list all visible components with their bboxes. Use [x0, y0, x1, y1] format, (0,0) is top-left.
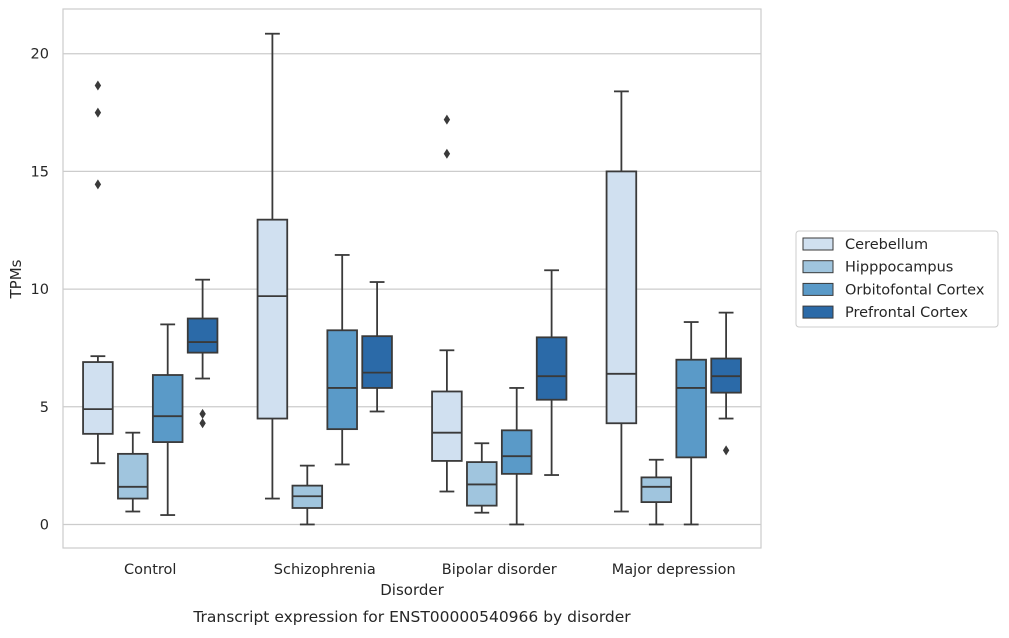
legend-swatch: [802, 237, 834, 251]
box-series: [82, 32, 742, 526]
box-group: [256, 32, 289, 500]
box-group: [640, 458, 673, 526]
outlier-point: [199, 408, 206, 419]
box-body: [675, 358, 707, 459]
outlier-point: [94, 107, 102, 118]
legend-label: Hipppocampus: [845, 260, 953, 276]
box-group: [117, 431, 149, 513]
legend-label: Orbitofontal Cortex: [845, 282, 985, 298]
outlier-point: [443, 114, 451, 125]
chart-caption: Transcript expression for ENST0000054096…: [192, 608, 631, 626]
y-tick-label: 0: [40, 517, 49, 533]
box-body: [186, 317, 219, 354]
legend-swatch: [802, 260, 834, 274]
box-body: [361, 335, 393, 389]
box-group: [291, 464, 324, 526]
x-axis-ticks: Control Schizophrenia Bipolar disorder Majo…: [124, 562, 736, 578]
box-body: [82, 361, 114, 435]
box-body: [535, 336, 568, 401]
box-group: [361, 281, 393, 413]
y-tick-label: 5: [40, 400, 49, 416]
box-body: [431, 390, 463, 462]
box-body: [640, 476, 673, 504]
box-body: [151, 374, 184, 443]
y-tick-label: 20: [31, 47, 49, 63]
box-group: [675, 321, 707, 526]
box-body: [605, 170, 638, 425]
box-group: [326, 254, 358, 466]
outlier-point: [722, 445, 730, 456]
x-tick-label: Major depression: [612, 562, 736, 578]
box-body: [117, 452, 149, 500]
box-body: [256, 218, 289, 420]
box-group: [605, 90, 638, 513]
y-axis-ticks: 0 5 10 15 20: [31, 47, 49, 534]
legend-label: Cerebellum: [845, 237, 928, 253]
x-tick-label: Schizophrenia: [274, 562, 376, 578]
box-body: [500, 429, 533, 475]
x-tick-label: Bipolar disorder: [442, 562, 557, 578]
box-group: [186, 278, 219, 429]
box-group: [710, 311, 742, 456]
plot-area: [62, 8, 762, 549]
x-tick-label: Control: [124, 562, 176, 578]
legend-frame: [795, 230, 999, 328]
box-group: [500, 387, 533, 526]
box-group: [431, 114, 463, 493]
legend-swatch: [802, 305, 834, 319]
y-tick-label: 15: [31, 164, 49, 180]
box-group: [151, 323, 184, 516]
box-group: [82, 80, 114, 465]
outlier-point: [94, 80, 102, 91]
outlier-point: [443, 148, 451, 159]
y-tick-label: 10: [31, 282, 49, 298]
outlier-point: [94, 179, 102, 190]
legend-swatch: [802, 282, 834, 296]
outlier-point: [199, 418, 206, 429]
box-group: [466, 442, 498, 514]
x-axis-label: Disorder: [380, 581, 444, 599]
box-body: [326, 329, 358, 431]
box-group: [535, 269, 568, 476]
legend: Cerebellum Hipppocampus Orbitofontal Corte…: [795, 230, 999, 328]
legend-label: Prefrontal Cortex: [845, 305, 968, 321]
y-axis-label: TPMs: [7, 259, 25, 299]
